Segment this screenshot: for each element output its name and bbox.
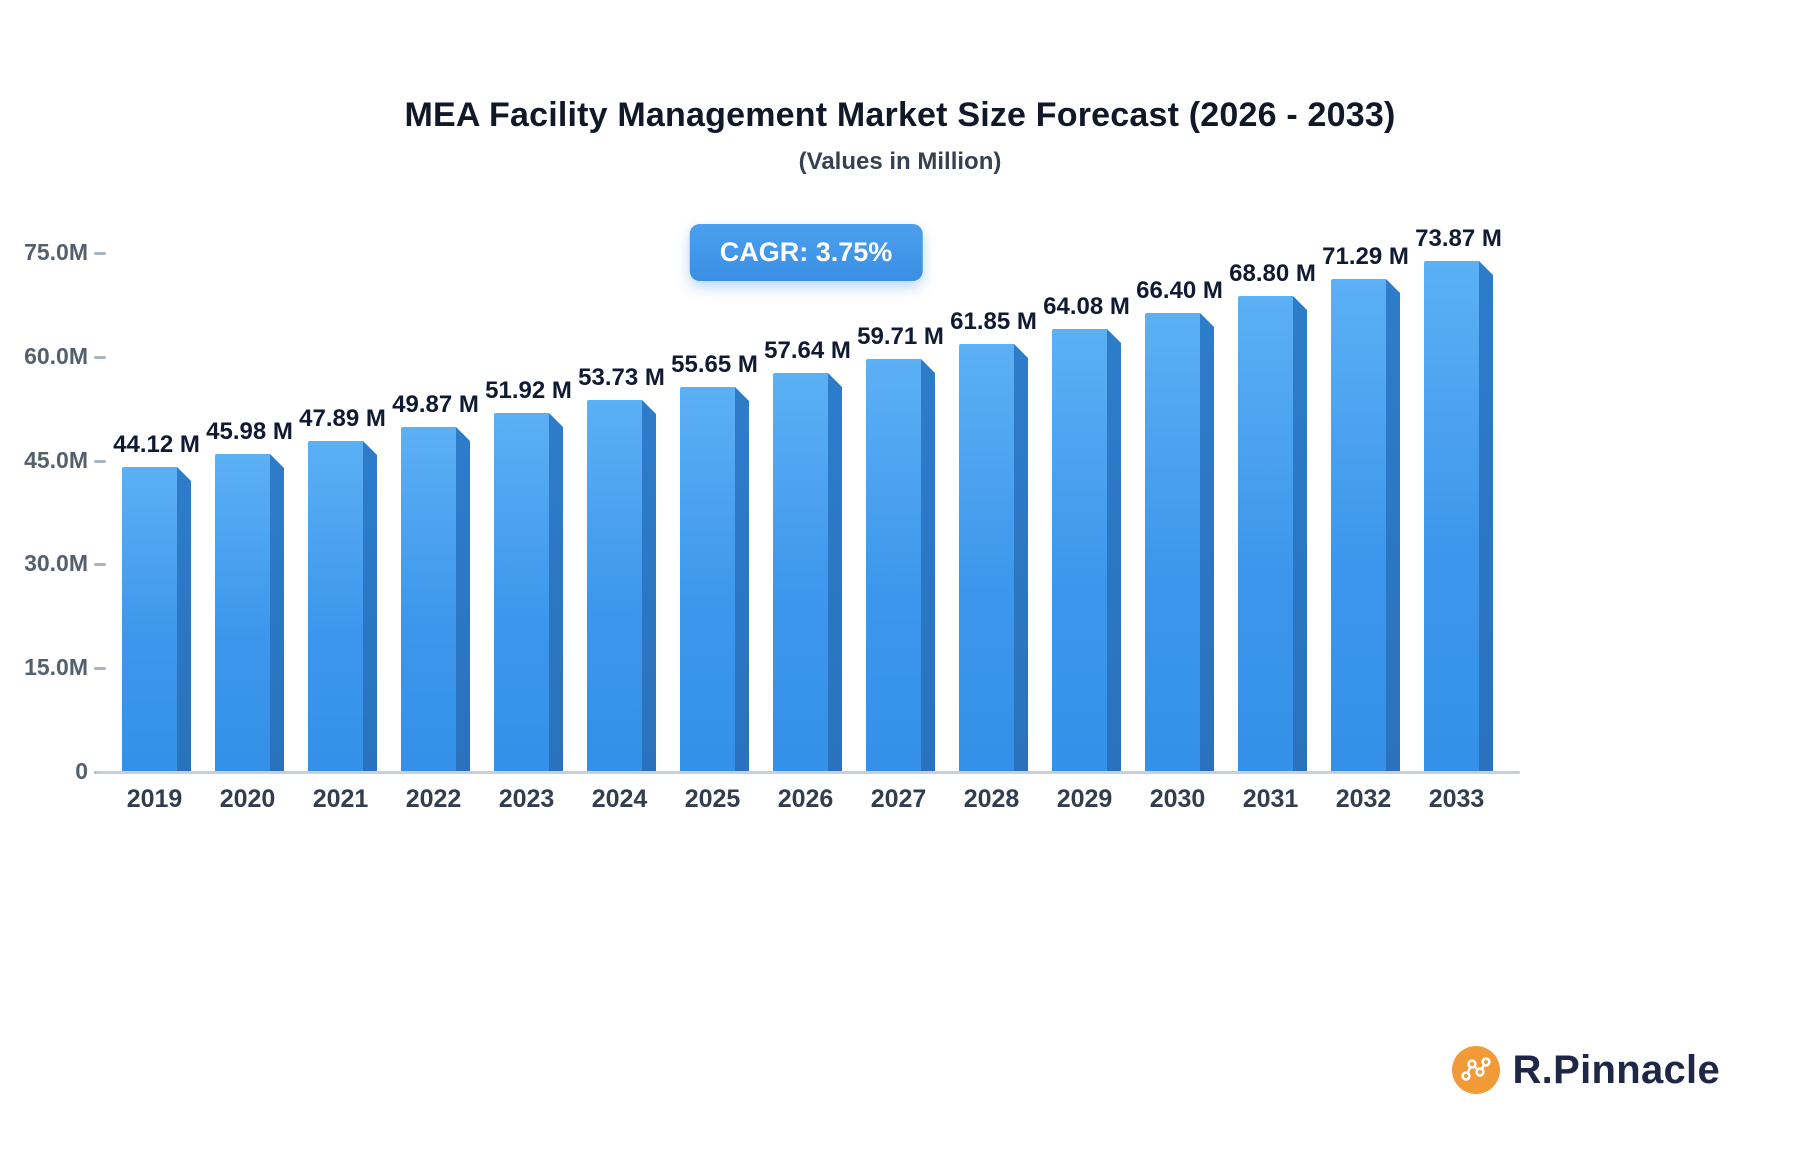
bar-front: [494, 413, 549, 772]
bar-side: [921, 359, 935, 772]
bar-2021: 47.89 M: [299, 405, 386, 772]
chart-title: MEA Facility Management Market Size Fore…: [404, 96, 1396, 134]
x-tick-2029: 2029: [1056, 785, 1113, 813]
bar-front: [1238, 296, 1293, 772]
y-tick-label-15.0M: 15.0M: [24, 654, 88, 680]
bar-2033: 73.87 M: [1415, 225, 1502, 772]
bar-2027: 59.71 M: [857, 323, 944, 772]
bar-front: [308, 441, 363, 772]
x-axis-line: [96, 771, 1520, 774]
bar-side: [1014, 344, 1028, 772]
bar-value-label: 49.87 M: [392, 391, 479, 418]
plot-area: 44.12 M 45.98 M 47.89 M 49.87 M 51.92 M 53.73…: [112, 225, 1512, 772]
bar-side: [456, 427, 470, 772]
bar-2024: 53.73 M: [578, 364, 665, 772]
bar-value-label: 71.29 M: [1322, 243, 1409, 270]
y-tick-mark: [94, 252, 106, 255]
y-tick-mark: [94, 356, 106, 359]
bar-2029: 64.08 M: [1043, 293, 1130, 772]
bar-2030: 66.40 M: [1136, 277, 1223, 772]
brand-name: R.Pinnacle: [1512, 1047, 1720, 1092]
bar-front: [959, 344, 1014, 772]
bar-value-label: 61.85 M: [950, 308, 1037, 335]
bar-side: [642, 400, 656, 772]
bar-value-label: 57.64 M: [764, 337, 851, 364]
bar-2020: 45.98 M: [206, 418, 293, 772]
bar-2026: 57.64 M: [764, 337, 851, 772]
x-tick-2024: 2024: [591, 785, 648, 813]
y-tick-label-30.0M: 30.0M: [24, 550, 88, 576]
bar-front: [773, 373, 828, 772]
y-tick-mark: [94, 667, 106, 670]
y-tick-mark: [94, 460, 106, 463]
bar-value-label: 55.65 M: [671, 351, 758, 378]
bar-side: [363, 441, 377, 772]
bar-value-label: 51.92 M: [485, 377, 572, 404]
network-nodes-icon: [1452, 1046, 1501, 1094]
bar-front: [1424, 261, 1479, 772]
bar-front: [122, 467, 177, 772]
y-tick-label-60.0M: 60.0M: [24, 343, 88, 369]
bar-side: [1479, 261, 1493, 772]
x-tick-2026: 2026: [777, 785, 834, 813]
bar-value-label: 66.40 M: [1136, 277, 1223, 304]
x-tick-2027: 2027: [870, 785, 927, 813]
x-tick-2020: 2020: [219, 785, 276, 813]
bar-2023: 51.92 M: [485, 377, 572, 772]
x-tick-2031: 2031: [1242, 785, 1299, 813]
bar-side: [828, 373, 842, 772]
x-tick-2030: 2030: [1149, 785, 1206, 813]
x-tick-2033: 2033: [1428, 785, 1485, 813]
bar-front: [1331, 279, 1386, 772]
chart-subtitle: (Values in Million): [798, 148, 1002, 175]
bar-side: [1107, 329, 1121, 772]
bar-front: [1145, 313, 1200, 772]
bar-value-label: 45.98 M: [206, 418, 293, 445]
y-tick-label-75.0M: 75.0M: [24, 239, 88, 265]
bar-2032: 71.29 M: [1322, 243, 1409, 772]
bar-side: [270, 454, 284, 772]
bar-side: [177, 467, 191, 772]
bar-front: [866, 359, 921, 772]
bar-2025: 55.65 M: [671, 351, 758, 772]
x-tick-2025: 2025: [684, 785, 741, 813]
x-tick-2019: 2019: [126, 785, 183, 813]
bar-front: [587, 400, 642, 772]
bar-value-label: 59.71 M: [857, 323, 944, 350]
bar-value-label: 44.12 M: [113, 431, 200, 458]
bar-side: [1293, 296, 1307, 772]
bar-value-label: 53.73 M: [578, 364, 665, 391]
bar-front: [1052, 329, 1107, 772]
brand-logo: R.Pinnacle: [1452, 1046, 1720, 1094]
bar-value-label: 68.80 M: [1229, 260, 1316, 287]
bar-front: [401, 427, 456, 772]
bar-side: [1200, 313, 1214, 772]
bar-side: [1386, 279, 1400, 772]
bar-2031: 68.80 M: [1229, 260, 1316, 772]
bar-2019: 44.12 M: [113, 431, 200, 772]
y-tick-label-0: 0: [75, 758, 88, 784]
x-tick-2023: 2023: [498, 785, 555, 813]
cagr-badge: CAGR: 3.75%: [689, 224, 923, 281]
bar-value-label: 64.08 M: [1043, 293, 1130, 320]
y-tick-label-45.0M: 45.0M: [24, 447, 88, 473]
bar-2022: 49.87 M: [392, 391, 479, 772]
x-tick-2028: 2028: [963, 785, 1020, 813]
bar-front: [680, 387, 735, 772]
bar-side: [549, 413, 563, 772]
y-tick-mark: [94, 563, 106, 566]
bar-2028: 61.85 M: [950, 308, 1037, 772]
x-tick-2032: 2032: [1335, 785, 1392, 813]
x-tick-2021: 2021: [312, 785, 369, 813]
bar-side: [735, 387, 749, 772]
bar-front: [215, 454, 270, 772]
bar-value-label: 73.87 M: [1415, 225, 1502, 252]
x-tick-2022: 2022: [405, 785, 462, 813]
bar-value-label: 47.89 M: [299, 405, 386, 432]
